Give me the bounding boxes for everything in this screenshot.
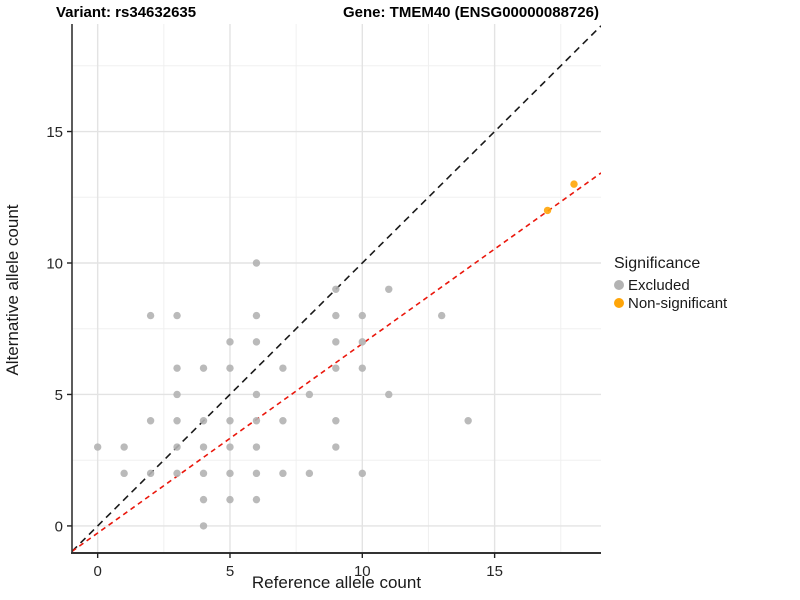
variant-title: Variant: rs34632635: [56, 4, 197, 21]
y-tick-label: 0: [55, 518, 63, 535]
data-point-excluded: [305, 469, 314, 478]
data-point-excluded: [146, 417, 155, 425]
data-point-excluded: [199, 443, 208, 451]
data-point-excluded: [120, 443, 128, 451]
data-point-excluded: [252, 417, 261, 425]
x-tick-label: 15: [486, 563, 503, 580]
data-point-excluded: [226, 338, 234, 346]
legend-item-excluded: Excluded: [612, 276, 727, 294]
data-point-excluded: [199, 364, 208, 372]
data-point-excluded: [279, 364, 287, 372]
data-point-excluded: [252, 469, 261, 478]
x-tick-label: 5: [226, 563, 234, 580]
data-point-excluded: [93, 443, 102, 451]
y-tick-label: 10: [46, 255, 63, 272]
data-point-excluded: [358, 311, 367, 320]
data-point-excluded: [173, 311, 181, 320]
data-point-excluded: [252, 390, 261, 399]
data-point-excluded: [385, 285, 393, 293]
data-point-excluded: [358, 338, 367, 346]
data-point-excluded: [437, 311, 446, 320]
x-axis-title: Reference allele count: [251, 573, 422, 592]
data-point-excluded: [332, 311, 340, 320]
data-point-excluded: [199, 522, 208, 530]
data-point-excluded: [226, 417, 234, 425]
data-point-excluded: [226, 364, 234, 372]
data-point-excluded: [173, 364, 181, 372]
data-point-excluded: [332, 417, 340, 425]
data-point-excluded: [358, 364, 367, 372]
data-point-excluded: [332, 443, 340, 451]
legend-title: Significance: [614, 255, 701, 272]
data-point-excluded: [252, 495, 261, 504]
data-point-excluded: [252, 259, 261, 267]
data-point-excluded: [252, 338, 261, 346]
x-tick-label: 10: [354, 563, 371, 580]
data-point-excluded: [199, 469, 208, 478]
data-point-excluded: [226, 443, 234, 451]
y-axis-title: Alternative allele count: [3, 204, 22, 376]
legend: Significance Excluded Non-significant: [612, 255, 727, 312]
data-point-excluded: [173, 443, 181, 451]
data-point-excluded: [173, 417, 181, 425]
data-point-excluded: [279, 417, 287, 425]
excluded-key-dot-icon: [614, 280, 624, 290]
data-point-excluded: [226, 469, 234, 478]
x-tick-label: 0: [93, 563, 101, 580]
data-point-excluded: [173, 469, 181, 478]
data-point-excluded: [252, 443, 261, 451]
non-significant-key-dot-icon: [614, 298, 624, 308]
data-point-excluded: [173, 390, 181, 399]
data-point-excluded: [464, 417, 472, 425]
data-point-excluded: [385, 390, 393, 399]
data-point-excluded: [305, 390, 314, 399]
data-point-excluded: [199, 417, 208, 425]
gene-title: Gene: TMEM40 (ENSG00000088726): [343, 4, 599, 21]
data-point-excluded: [358, 469, 367, 478]
legend-label-non-significant: Non-significant: [628, 294, 728, 312]
data-point-excluded: [146, 469, 155, 478]
fit-line: [72, 172, 601, 553]
data-point-excluded: [332, 364, 340, 372]
y-tick-label: 5: [55, 387, 63, 404]
data-point-excluded: [199, 495, 208, 504]
data-point-excluded: [279, 469, 287, 478]
data-point-excluded: [226, 495, 234, 504]
legend-label-excluded: Excluded: [628, 276, 690, 294]
data-point-excluded: [332, 285, 340, 293]
y-tick-label: 15: [46, 124, 63, 141]
data-point-non-significant: [570, 180, 578, 188]
data-point-excluded: [252, 311, 261, 320]
data-point-excluded: [332, 338, 340, 346]
data-point-excluded: [120, 469, 128, 478]
legend-item-non-significant: Non-significant: [612, 294, 727, 312]
data-point-non-significant: [543, 206, 552, 215]
data-point-excluded: [146, 311, 155, 320]
